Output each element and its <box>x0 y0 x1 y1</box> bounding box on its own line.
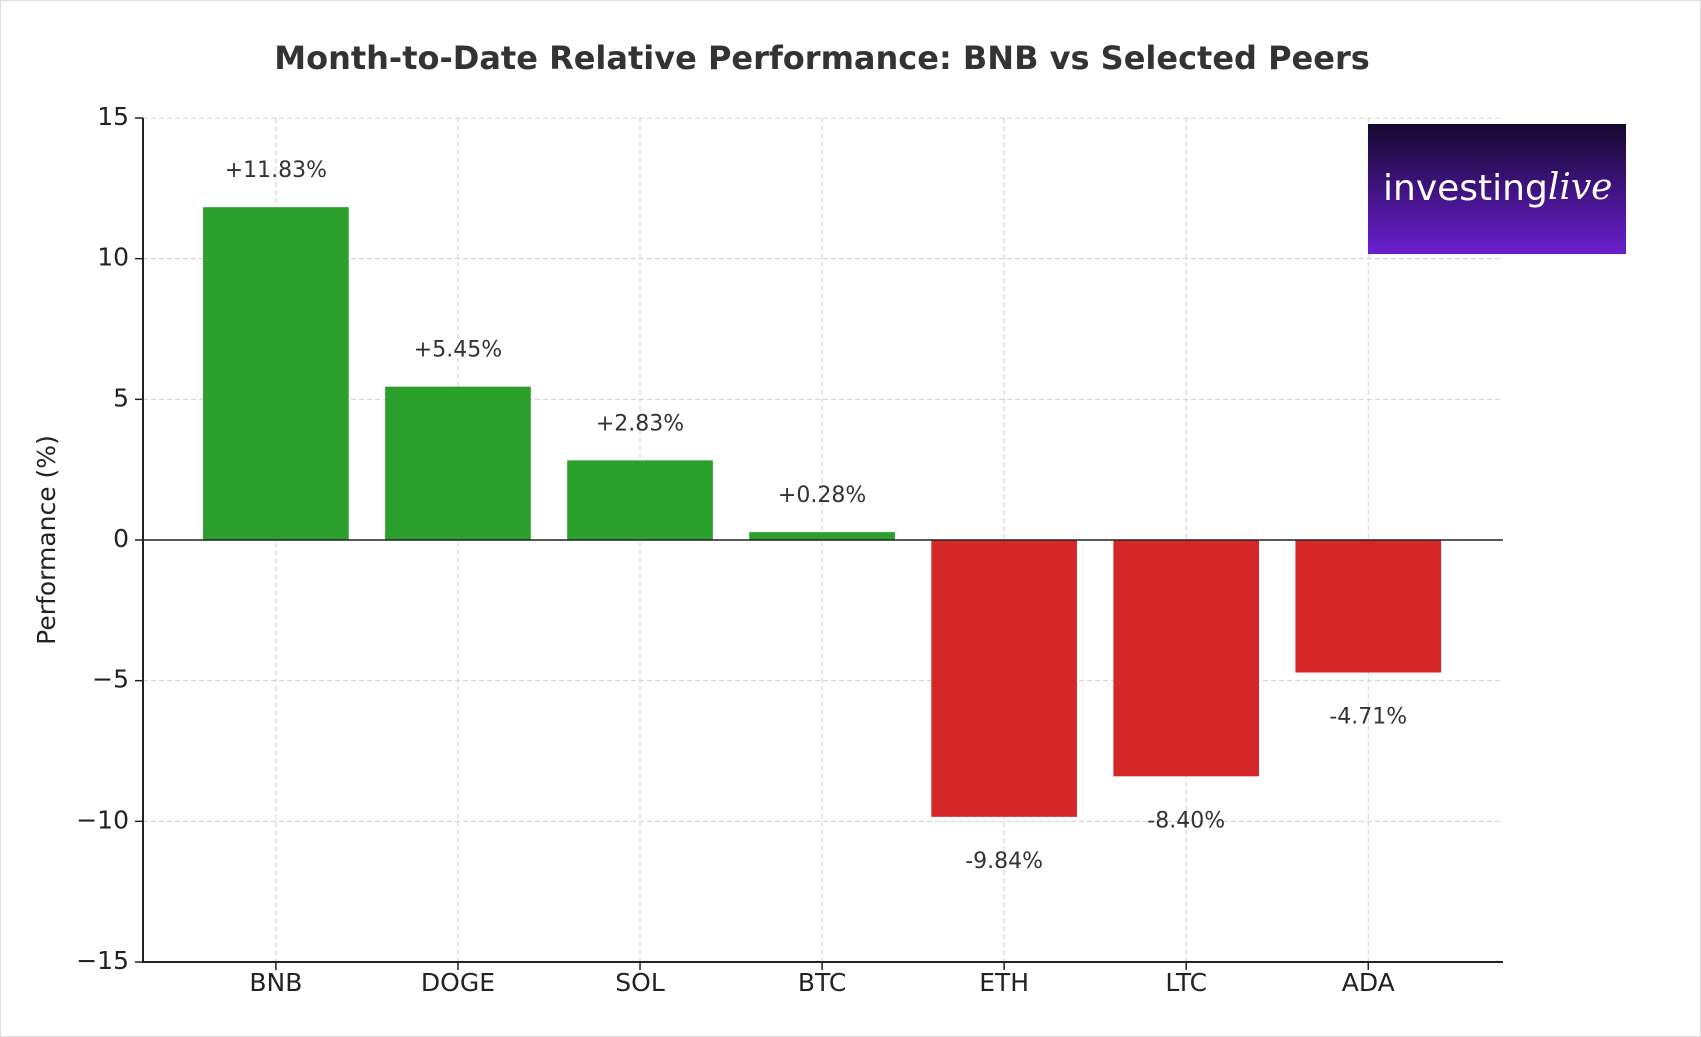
x-tick-label: BNB <box>249 968 302 997</box>
value-label: +0.28% <box>778 483 866 508</box>
axes <box>142 118 1503 963</box>
chart-title: Month-to-Date Relative Performance: BNB … <box>274 39 1370 77</box>
x-tick-label: ADA <box>1342 968 1395 997</box>
y-tick-label: 15 <box>97 102 129 131</box>
x-tick-label: BTC <box>798 968 846 997</box>
bar <box>385 386 531 540</box>
logo-background <box>1368 124 1626 254</box>
y-tick-label: −5 <box>92 665 129 694</box>
logo-text: investinglive <box>1383 167 1612 209</box>
y-tick-label: 0 <box>113 524 129 553</box>
x-tick-label: DOGE <box>421 968 495 997</box>
bar <box>567 460 713 540</box>
bar <box>1113 540 1260 777</box>
value-label: +5.45% <box>414 338 502 363</box>
bar <box>1295 540 1442 673</box>
y-axis-label: Performance (%) <box>32 435 61 645</box>
x-tick-label: SOL <box>615 968 665 997</box>
value-label: +2.83% <box>596 411 684 436</box>
value-label: -9.84% <box>965 849 1043 874</box>
logo: investinglive <box>1368 124 1626 254</box>
y-tick-label: −15 <box>76 946 129 975</box>
y-tick-label: −10 <box>76 805 129 834</box>
bar <box>203 207 349 540</box>
bar <box>749 532 895 540</box>
value-label: +11.83% <box>225 158 327 183</box>
value-label: -8.40% <box>1147 808 1225 833</box>
y-tick-label: 5 <box>113 383 129 412</box>
y-tick-label: 10 <box>97 243 129 272</box>
value-label: -4.71% <box>1329 705 1407 730</box>
x-tick-label: LTC <box>1165 968 1207 997</box>
bar <box>931 540 1077 817</box>
x-tick-label: ETH <box>979 968 1029 997</box>
